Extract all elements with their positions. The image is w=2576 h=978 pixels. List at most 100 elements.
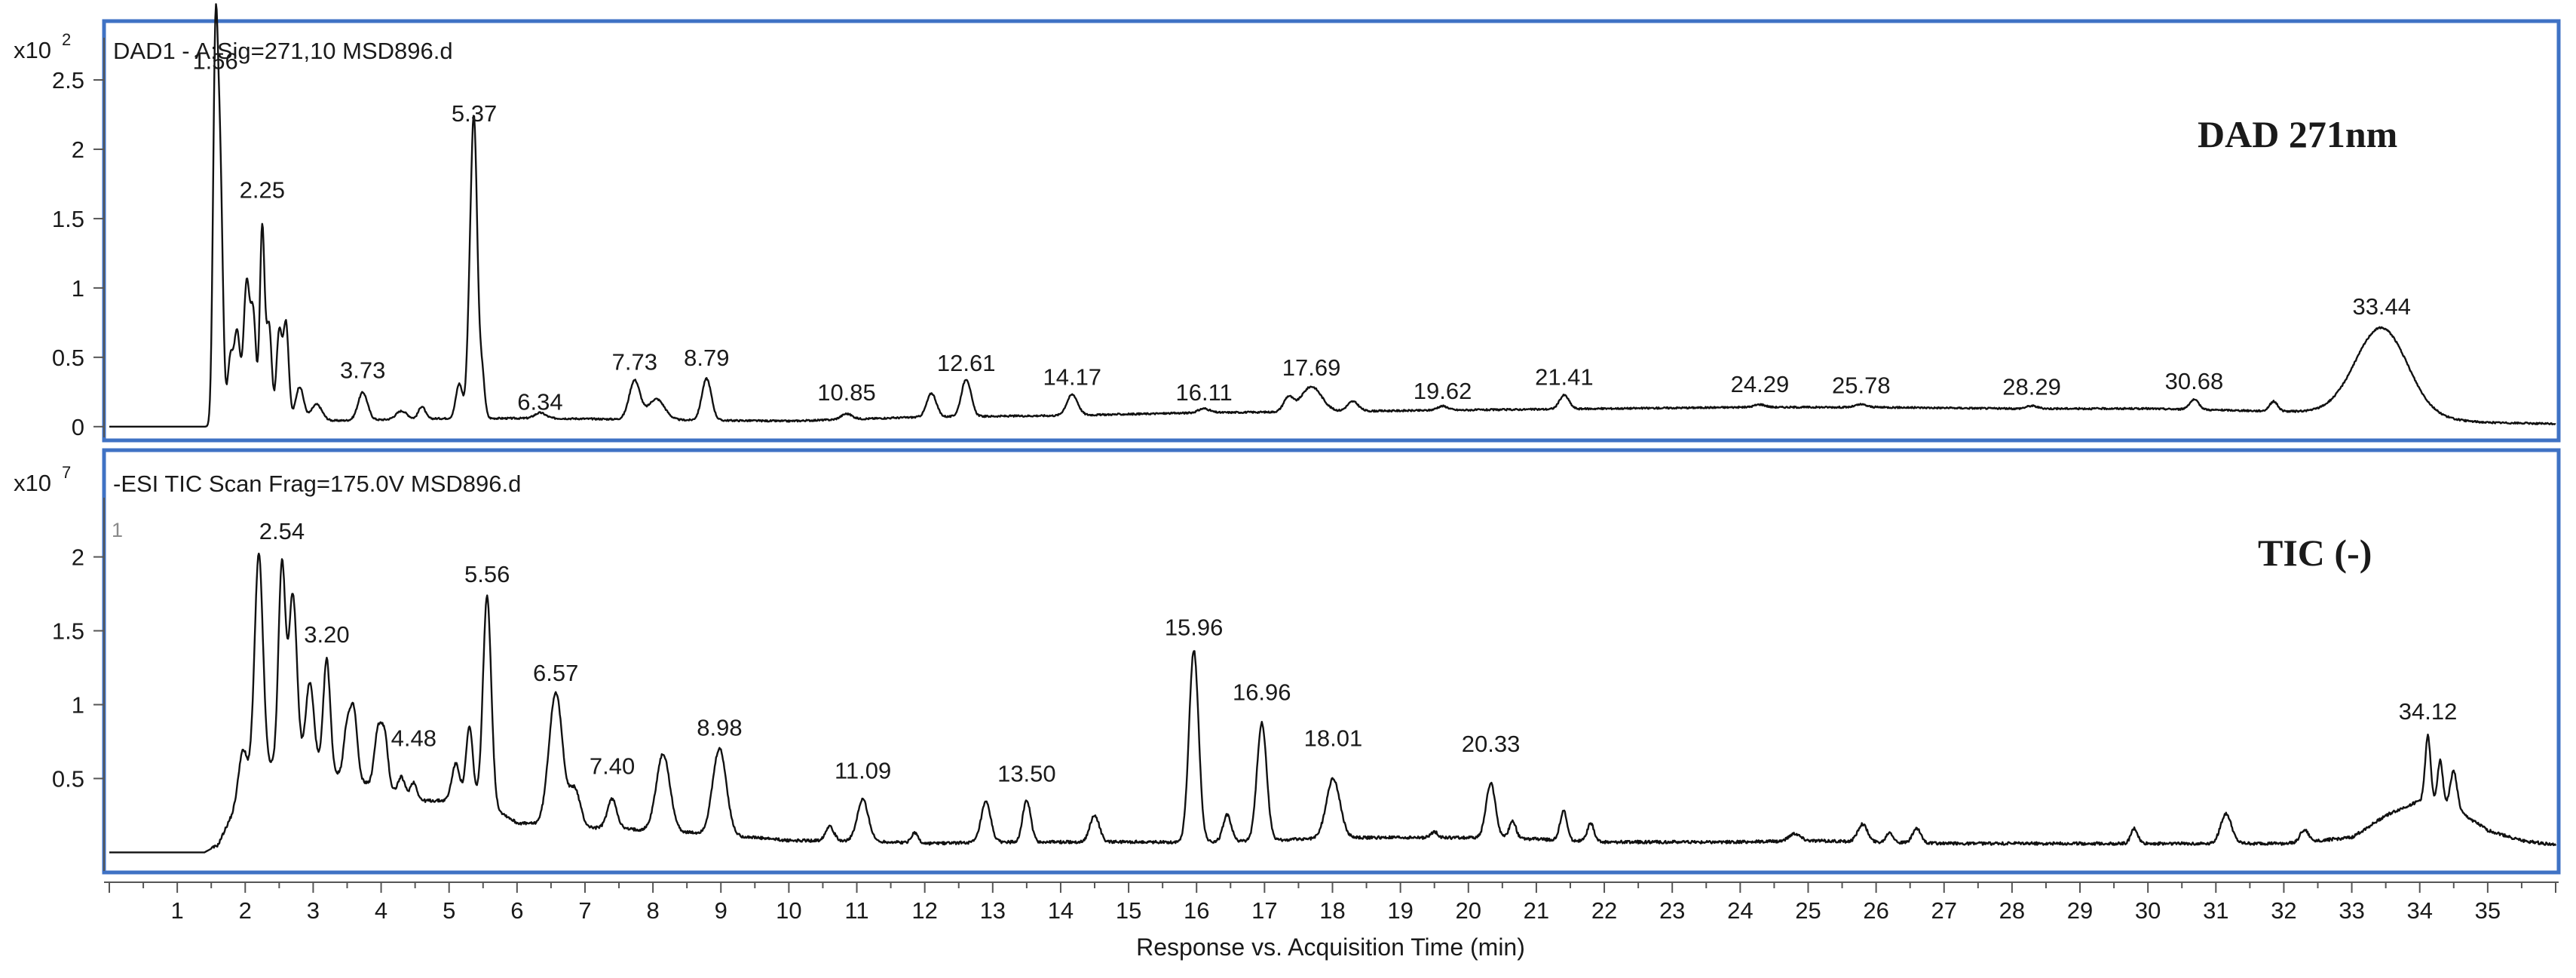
dad-panel-title: DAD1 - A:Sig=271,10 MSD896.d bbox=[113, 38, 453, 64]
tic-corner-marker: 1 bbox=[112, 519, 123, 541]
x-axis-title: Response vs. Acquisition Time (min) bbox=[1136, 934, 1525, 961]
x-tick-label: 33 bbox=[2339, 897, 2364, 924]
dad-peak-label: 25.78 bbox=[1832, 372, 1891, 399]
tic-peak-label: 6.57 bbox=[533, 660, 578, 686]
tic-peak-labels: 2.54 3.20 4.48 5.56 6.57 7.40 8.98 11.09 13.50 15… bbox=[259, 518, 2458, 786]
x-tick-label: 7 bbox=[578, 897, 591, 924]
x-tick-label: 30 bbox=[2135, 897, 2161, 924]
x-tick-label: 24 bbox=[1727, 897, 1753, 924]
dad-y-tick-label: 1.5 bbox=[52, 206, 84, 232]
tic-panel-frame bbox=[102, 448, 2561, 875]
dad-peak-label: 16.11 bbox=[1175, 379, 1232, 406]
dad-peak-label: 6.34 bbox=[517, 389, 562, 415]
tic-y-tick-label: 1.5 bbox=[52, 618, 84, 645]
tic-peak-label: 8.98 bbox=[697, 715, 742, 741]
tic-y-tick-label: 1 bbox=[72, 691, 84, 718]
tic-y-multiplier: x10 bbox=[14, 470, 51, 496]
dad-panel-frame bbox=[102, 19, 2561, 443]
dad-peak-label: 1.56 bbox=[192, 48, 237, 74]
x-tick-label: 10 bbox=[776, 897, 801, 924]
dad-peak-label: 24.29 bbox=[1731, 371, 1790, 397]
x-tick-label: 29 bbox=[2067, 897, 2093, 924]
tic-peak-label: 13.50 bbox=[997, 760, 1056, 786]
x-tick-label: 4 bbox=[375, 897, 387, 924]
x-tick-label: 18 bbox=[1319, 897, 1345, 924]
tic-chromatogram-panel: -ESI TIC Scan Frag=175.0V MSD896.d 1 TIC… bbox=[14, 448, 2561, 875]
x-tick-label: 23 bbox=[1659, 897, 1685, 924]
x-tick-label: 19 bbox=[1387, 897, 1413, 924]
dad-peak-label: 3.73 bbox=[340, 357, 385, 383]
dad-y-tick-label: 0 bbox=[72, 414, 84, 440]
x-tick-label: 2 bbox=[239, 897, 252, 924]
dad-peak-label: 12.61 bbox=[937, 350, 996, 376]
dad-peak-labels: 1.56 2.25 3.73 5.37 6.34 7.73 8.79 10.85 12.61 14… bbox=[192, 48, 2411, 415]
x-tick-label: 8 bbox=[646, 897, 659, 924]
dad-peak-label: 30.68 bbox=[2165, 368, 2224, 394]
dad-peak-label: 17.69 bbox=[1282, 354, 1341, 381]
tic-panel-title: -ESI TIC Scan Frag=175.0V MSD896.d bbox=[113, 471, 521, 497]
x-tick-label: 35 bbox=[2475, 897, 2501, 924]
dad-y-tick-label: 1 bbox=[72, 275, 84, 302]
x-tick-label: 17 bbox=[1251, 897, 1277, 924]
dad-peak-label: 5.37 bbox=[452, 100, 497, 127]
x-tick-label: 9 bbox=[715, 897, 727, 924]
tic-annotation: TIC (-) bbox=[2258, 532, 2372, 574]
x-tick-label: 25 bbox=[1795, 897, 1821, 924]
tic-peak-label: 7.40 bbox=[590, 753, 635, 780]
tic-y-tick-label: 2 bbox=[72, 544, 84, 571]
dad-y-tick-label: 0.5 bbox=[52, 345, 84, 371]
tic-peak-label: 18.01 bbox=[1304, 725, 1363, 751]
x-tick-label: 5 bbox=[443, 897, 455, 924]
tic-peak-label: 11.09 bbox=[835, 757, 891, 783]
tic-peak-label: 4.48 bbox=[391, 725, 436, 751]
x-tick-label: 16 bbox=[1184, 897, 1209, 924]
dad-peak-label: 21.41 bbox=[1535, 364, 1594, 391]
tic-peak-label: 5.56 bbox=[464, 561, 510, 587]
x-axis-ticks: 1 2 3 4 5 6 7 8 9 10 11 12 13 14 15 16 17 18 19 20 21 22 23 24 2… bbox=[109, 882, 2556, 924]
dad-y-tick-label: 2 bbox=[72, 136, 84, 163]
x-tick-label: 21 bbox=[1524, 897, 1549, 924]
dad-peak-label: 33.44 bbox=[2352, 293, 2411, 320]
tic-trace-group bbox=[109, 552, 2557, 854]
time-x-axis: 1 2 3 4 5 6 7 8 9 10 11 12 13 14 15 16 17 18 19 20 21 22 23 24 2… bbox=[104, 881, 2559, 961]
tic-y-exponent: 7 bbox=[62, 463, 71, 482]
tic-peak-label: 20.33 bbox=[1462, 731, 1521, 757]
dad-y-multiplier: x10 bbox=[14, 37, 51, 63]
tic-peak-label: 16.96 bbox=[1233, 679, 1291, 706]
x-tick-label: 14 bbox=[1048, 897, 1074, 924]
dad-annotation: DAD 271nm bbox=[2198, 113, 2397, 155]
x-tick-label: 34 bbox=[2406, 897, 2432, 924]
dad-peak-label: 10.85 bbox=[817, 379, 876, 406]
tic-peak-label: 15.96 bbox=[1165, 614, 1224, 640]
x-tick-label: 26 bbox=[1863, 897, 1888, 924]
x-tick-label: 28 bbox=[1999, 897, 2025, 924]
dad-y-axis: 0 0.5 1 1.5 2 2.5 bbox=[52, 38, 105, 440]
x-tick-label: 12 bbox=[911, 897, 937, 924]
x-tick-label: 31 bbox=[2203, 897, 2228, 924]
x-tick-label: 11 bbox=[844, 897, 868, 924]
tic-y-tick-label: 0.5 bbox=[52, 765, 84, 792]
tic-y-axis: 0.5 1 1.5 2 bbox=[52, 498, 105, 871]
x-tick-label: 6 bbox=[510, 897, 523, 924]
dad-y-exponent: 2 bbox=[62, 30, 71, 49]
dad-chromatogram-panel: DAD1 - A:Sig=271,10 MSD896.d DAD 271nm x… bbox=[14, 3, 2561, 443]
x-tick-label: 32 bbox=[2271, 897, 2296, 924]
tic-peak-label: 3.20 bbox=[304, 621, 349, 648]
tic-signal-trace bbox=[109, 552, 2557, 854]
x-tick-label: 22 bbox=[1591, 897, 1617, 924]
x-tick-label: 1 bbox=[171, 897, 184, 924]
dad-y-tick-label: 2.5 bbox=[52, 67, 84, 94]
tic-peak-label: 2.54 bbox=[259, 518, 305, 544]
dad-signal-trace bbox=[109, 3, 2556, 428]
dad-peak-label: 28.29 bbox=[2002, 374, 2061, 400]
x-tick-label: 27 bbox=[1931, 897, 1957, 924]
x-tick-label: 3 bbox=[307, 897, 320, 924]
dad-peak-label: 14.17 bbox=[1043, 364, 1101, 391]
x-tick-label: 13 bbox=[980, 897, 1006, 924]
x-tick-label: 15 bbox=[1116, 897, 1141, 924]
dad-trace-group bbox=[109, 3, 2556, 428]
tic-peak-label: 34.12 bbox=[2399, 698, 2458, 725]
x-tick-label: 20 bbox=[1456, 897, 1481, 924]
dad-peak-label: 19.62 bbox=[1414, 378, 1472, 404]
